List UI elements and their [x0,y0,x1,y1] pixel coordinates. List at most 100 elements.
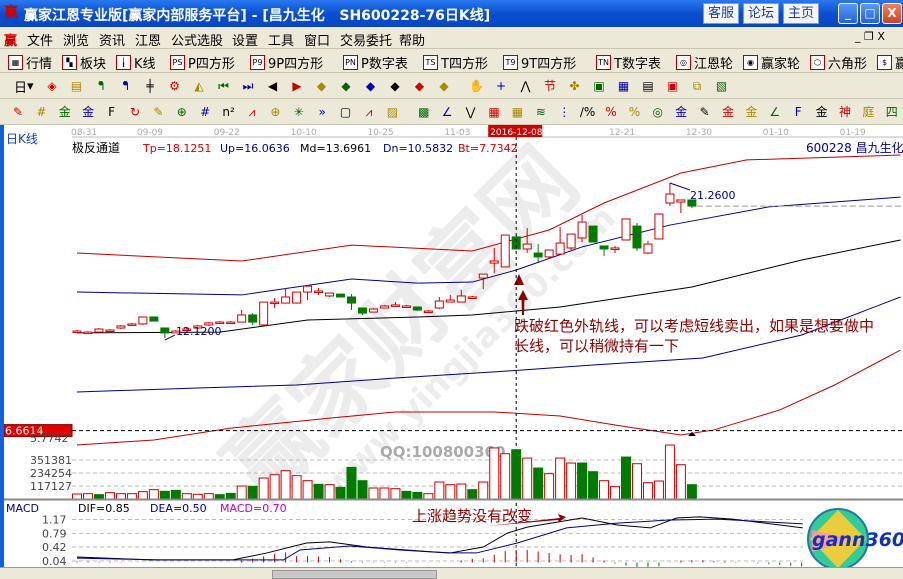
bars9-icon[interactable]: ᖳ [122,79,129,93]
four-icon[interactable]: 四 [885,105,898,119]
gold3-icon[interactable]: 金 [675,105,688,119]
toolbar-item-6[interactable]: TS T四方形 [423,53,488,72]
lines-icon[interactable]: ≋ [535,105,546,119]
percent-icon[interactable]: % [605,105,617,119]
menu-settings[interactable]: 设置 [232,34,259,49]
diamond-star-icon[interactable]: ◆ [414,79,425,93]
forum-button[interactable]: 论坛 [743,3,779,24]
next-icon[interactable]: ▶ [292,79,302,93]
service-button[interactable]: 客服 [703,3,739,24]
menu-help[interactable]: 帮助 [399,34,426,49]
crosshair-icon[interactable]: + [495,79,507,93]
toolbar-item-4[interactable]: P9 9P四方形 [250,53,323,72]
hash-icon[interactable]: # [36,105,47,119]
toolbar-item-2[interactable]: ╽ K线 [116,53,156,72]
menu-file[interactable]: 文件 [27,34,54,49]
diamond-plus-icon[interactable]: ◆ [439,79,449,93]
toolbar-item-7[interactable]: T9 9T四方形 [503,53,576,72]
first-icon[interactable]: ⏮ [218,79,229,93]
fan2-icon[interactable]: ⩘ [365,105,373,119]
report-icon[interactable]: ▤ [642,79,654,93]
settings-icon[interactable]: ⚙ [169,79,180,93]
diamond-right-icon[interactable]: ◆ [341,79,351,93]
zigzag-icon[interactable]: ⋁ [465,105,476,119]
menu-trade[interactable]: 交易委托 [340,34,393,49]
angle-icon[interactable]: ∠ [441,105,453,119]
circle-grid-icon[interactable]: ⊕ [176,105,187,119]
menu-browse[interactable]: 浏览 [63,34,90,49]
chart-area[interactable]: 赢家财富网 www.yingjia360.com 日K线 08-31 09-09 09-2… [0,125,903,567]
last-icon[interactable]: ⏭ [242,79,254,93]
grid3-icon[interactable]: ▦ [511,105,524,119]
more-icon[interactable]: » [318,105,326,119]
export-icon[interactable]: ▧ [715,79,728,93]
calculator-icon[interactable]: ▦ [617,79,630,93]
diamond-both-icon[interactable]: ◆ [365,79,376,93]
toolbar-item-9[interactable]: ◎ 江恩轮 [676,53,733,72]
homepage-button[interactable]: 主页 [783,3,819,24]
chart-type-icon[interactable]: ◈ [47,79,57,93]
gold-circle-icon[interactable]: ◎ [652,105,664,119]
fan-icon[interactable]: ⩘ [248,105,256,119]
calendar-icon[interactable]: ▣ [593,79,605,93]
node-icon[interactable]: 节 [543,79,556,93]
maximize-button[interactable]: □ [860,3,880,24]
toolbar-item-10[interactable]: ◉ 赢家轮 [743,53,800,72]
period-select[interactable]: 日 ▾ [14,79,34,96]
spiral-icon[interactable]: ↻ [129,105,141,119]
horizontal-scrollbar[interactable] [272,570,437,579]
toolbar-item-8[interactable]: TN T数字表 [596,53,661,72]
menu-tools[interactable]: 工具 [268,34,295,49]
toolbar-item-12[interactable]: $赢家服务 [877,53,903,72]
angle2-icon[interactable]: ∠ [769,105,781,119]
box-icon[interactable]: ▨ [386,105,399,119]
hand-icon[interactable]: ✋ [469,79,484,93]
frame-icon[interactable]: ▢ [339,105,352,119]
menu-window[interactable]: 窗口 [304,34,331,49]
gold2-icon[interactable]: 金 [82,105,95,119]
hash2-icon[interactable]: # [200,105,211,119]
target-icon[interactable]: ⊕ [270,105,281,119]
menu-news[interactable]: 资讯 [99,34,126,49]
toolbar-item-3[interactable]: PS P四方形 [170,53,235,72]
toolbar-item-11[interactable]: ⬡ 六角形 [810,53,867,72]
diamond-x-icon[interactable]: ◆ [390,79,400,93]
gold5-icon[interactable]: 金 [745,105,758,119]
triangle-chart-icon[interactable]: ◭ [194,79,204,93]
gold1-icon[interactable]: 金 [58,105,71,119]
menu-gann[interactable]: 江恩 [135,34,162,49]
prev-icon[interactable]: ◀ [267,79,278,93]
ting-icon[interactable]: 庭 [862,105,875,119]
star-icon[interactable]: ✳ [293,105,304,119]
menu-formula[interactable]: 公式选股 [171,34,224,49]
percent-chart-icon[interactable]: ✤ [569,79,580,93]
candle-icon[interactable]: ╪ [146,79,154,93]
network-icon[interactable]: ⧉ [692,79,702,93]
pen-icon[interactable]: ✎ [12,105,24,119]
f-icon[interactable]: F [108,105,116,119]
toolbar-item-1[interactable]: ▚ 板块 [62,53,106,72]
n2-icon[interactable]: n² [222,105,235,119]
doc-icon[interactable]: ▤ [70,79,83,93]
mdi-minimize-icon[interactable]: _ ❐ X [855,30,885,43]
pct3-icon[interactable]: % [628,105,641,119]
pen3-icon[interactable]: ✎ [699,105,710,119]
save-icon[interactable]: ▣ [666,79,679,93]
draw-line-icon[interactable]: ⋀ [520,79,531,93]
diamond-up-icon[interactable]: ◆ [316,79,327,93]
toolbar-item-0[interactable]: ▦ 行情 [8,53,52,72]
ruler-icon[interactable]: ⋮ [558,105,571,119]
toolbar-item-5[interactable]: PN P数字表 [343,53,408,72]
f2-icon[interactable]: F [794,105,802,119]
close-button[interactable]: X [882,3,902,24]
app-menu-icon[interactable]: 赢 [4,34,18,49]
pct2-icon[interactable]: ∕% [579,105,596,119]
gold6-icon[interactable]: 金 [815,105,828,119]
bars3-icon[interactable]: ᖳ [97,79,105,93]
pen2-icon[interactable]: ✎ [153,105,164,119]
box2-icon[interactable]: ▩ [418,105,430,119]
minimize-button[interactable]: _ [838,3,858,24]
grid2-icon[interactable]: ▦ [488,105,500,119]
shen-icon[interactable]: 神 [838,105,851,119]
